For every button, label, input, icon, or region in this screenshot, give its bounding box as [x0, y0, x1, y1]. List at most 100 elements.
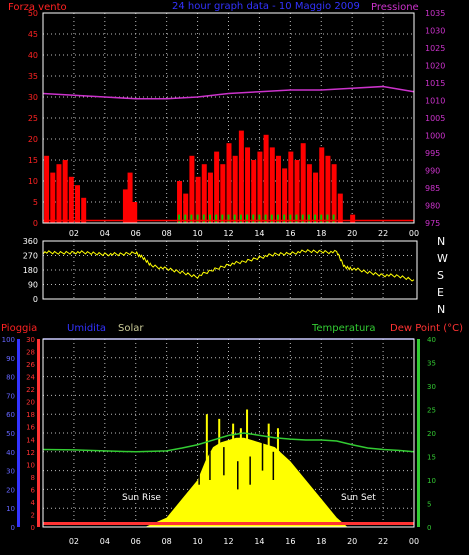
- wind-bar: [319, 147, 325, 223]
- direction-panel-frame: [42, 240, 418, 300]
- compass-letter: S: [437, 269, 444, 282]
- wind-low-bar: [264, 214, 267, 223]
- wind-tick-label: 20: [28, 135, 38, 144]
- wind-tick-label: 50: [28, 9, 38, 18]
- rain-tick-label: 4: [31, 499, 36, 507]
- wind-bar: [282, 168, 288, 223]
- rain-axis-label: Pioggia: [1, 323, 37, 334]
- wind-low-bar: [190, 214, 193, 223]
- bottom-x-tick-label: 12: [223, 537, 233, 546]
- wind-tick-label: 45: [28, 30, 38, 39]
- top-panel-frame: [42, 12, 415, 224]
- top-panel-grid: [43, 13, 414, 223]
- wind-bar: [275, 155, 281, 223]
- pressure-tick-label: 1005: [425, 114, 445, 123]
- rain-axis-bar: [37, 339, 40, 527]
- bottom-x-tick-label: 00: [409, 537, 419, 546]
- bottom-x-tick-label: 08: [162, 537, 172, 546]
- bottom-panel-ticks: 0102030405060708090100024681012141618202…: [2, 336, 436, 546]
- rain-tick-label: 10: [26, 461, 35, 469]
- wind-low-bar: [295, 214, 298, 223]
- wind-low-bar: [202, 214, 205, 223]
- top-x-tick-label: 00: [409, 229, 419, 238]
- wind-bar: [245, 147, 251, 223]
- top-x-tick-label: 04: [100, 229, 110, 238]
- temperature-tick-label: 25: [427, 407, 436, 415]
- dewpoint-axis-label: Dew Point (°C): [390, 323, 463, 334]
- wind-tick-label: 0: [33, 219, 38, 228]
- wind-bar: [331, 164, 337, 223]
- humidity-axis-bar: [17, 339, 20, 527]
- top-x-tick-label: 08: [162, 229, 172, 238]
- rain-tick-label: 0: [31, 524, 35, 532]
- wind-low-bar: [239, 214, 242, 223]
- wind-low-bar: [314, 214, 317, 223]
- humidity-tick-label: 40: [6, 449, 15, 457]
- temperature-tick-label: 40: [427, 336, 436, 344]
- pressure-tick-label: 1025: [425, 44, 445, 53]
- wind-low-bar: [332, 214, 335, 223]
- humidity-tick-label: 70: [6, 392, 15, 400]
- bottom-x-tick-label: 18: [316, 537, 326, 546]
- rain-tick-label: 24: [26, 374, 35, 382]
- rain-tick-label: 14: [26, 436, 35, 444]
- wind-bar: [300, 143, 306, 223]
- wind-low-bar: [289, 214, 292, 223]
- direction-tick-label: 0: [33, 295, 38, 304]
- wind-bar: [306, 164, 312, 223]
- rain-tick-label: 20: [26, 399, 35, 407]
- top-x-tick-label: 20: [347, 229, 357, 238]
- wind-low-bar: [184, 214, 187, 223]
- sun-set-label: Sun Set: [341, 493, 376, 503]
- rain-tick-label: 12: [26, 449, 35, 457]
- wind-bar: [313, 172, 319, 223]
- wind-bar: [68, 176, 74, 223]
- bottom-x-tick-label: 02: [69, 537, 79, 546]
- bottom-x-tick-label: 20: [347, 537, 357, 546]
- direction-panel-ticks: 0 90 180 270 360: [23, 237, 38, 304]
- direction-tick-label: 360: [23, 237, 38, 246]
- pressure-tick-label: 980: [425, 202, 440, 211]
- wind-bar: [44, 155, 50, 223]
- solar-spikes: [198, 409, 279, 495]
- temperature-tick-label: 30: [427, 383, 436, 391]
- top-x-tick-label: 12: [223, 229, 233, 238]
- compass-letter: N: [437, 235, 445, 248]
- temperature-axis-label: Temperatura: [311, 323, 376, 334]
- humidity-tick-label: 0: [11, 524, 15, 532]
- bottom-x-tick-label: 06: [131, 537, 141, 546]
- wind-bar: [207, 172, 213, 223]
- rain-tick-label: 8: [31, 474, 35, 482]
- wind-low-bar: [196, 214, 199, 223]
- rain-tick-label: 26: [26, 361, 35, 369]
- wind-bar: [122, 189, 128, 223]
- wind-low-bar: [320, 214, 323, 223]
- sun-rise-label: Sun Rise: [122, 493, 161, 503]
- wind-low-bar: [252, 214, 255, 223]
- rain-tick-label: 30: [26, 336, 35, 344]
- wind-low-bar: [178, 214, 181, 223]
- wind-bar: [201, 164, 207, 223]
- temperature-tick-label: 0: [427, 524, 431, 532]
- temperature-tick-label: 35: [427, 360, 436, 368]
- direction-panel-grid: [43, 241, 414, 299]
- humidity-axis-label: Umidita: [67, 323, 106, 334]
- wind-bar: [226, 143, 232, 223]
- wind-tick-label: 5: [33, 198, 38, 207]
- axis-color-bars: [17, 339, 420, 527]
- wind-axis-label: Forza vento: [8, 2, 67, 13]
- wind-low-bar: [307, 214, 310, 223]
- wind-bar: [214, 151, 220, 223]
- pressure-tick-label: 985: [425, 184, 440, 193]
- wind-tick-label: 15: [28, 156, 38, 165]
- wind-tick-label: 30: [28, 93, 38, 102]
- wind-bar: [195, 176, 201, 223]
- direction-tick-label: 90: [28, 281, 38, 290]
- wind-low-bar: [215, 214, 218, 223]
- bottom-x-tick-label: 14: [254, 537, 264, 546]
- bottom-x-tick-label: 16: [285, 537, 295, 546]
- wind-bar: [263, 134, 269, 223]
- wind-low-bar: [233, 214, 236, 223]
- chart-title: 24 hour graph data - 10 Maggio 2009: [172, 1, 360, 12]
